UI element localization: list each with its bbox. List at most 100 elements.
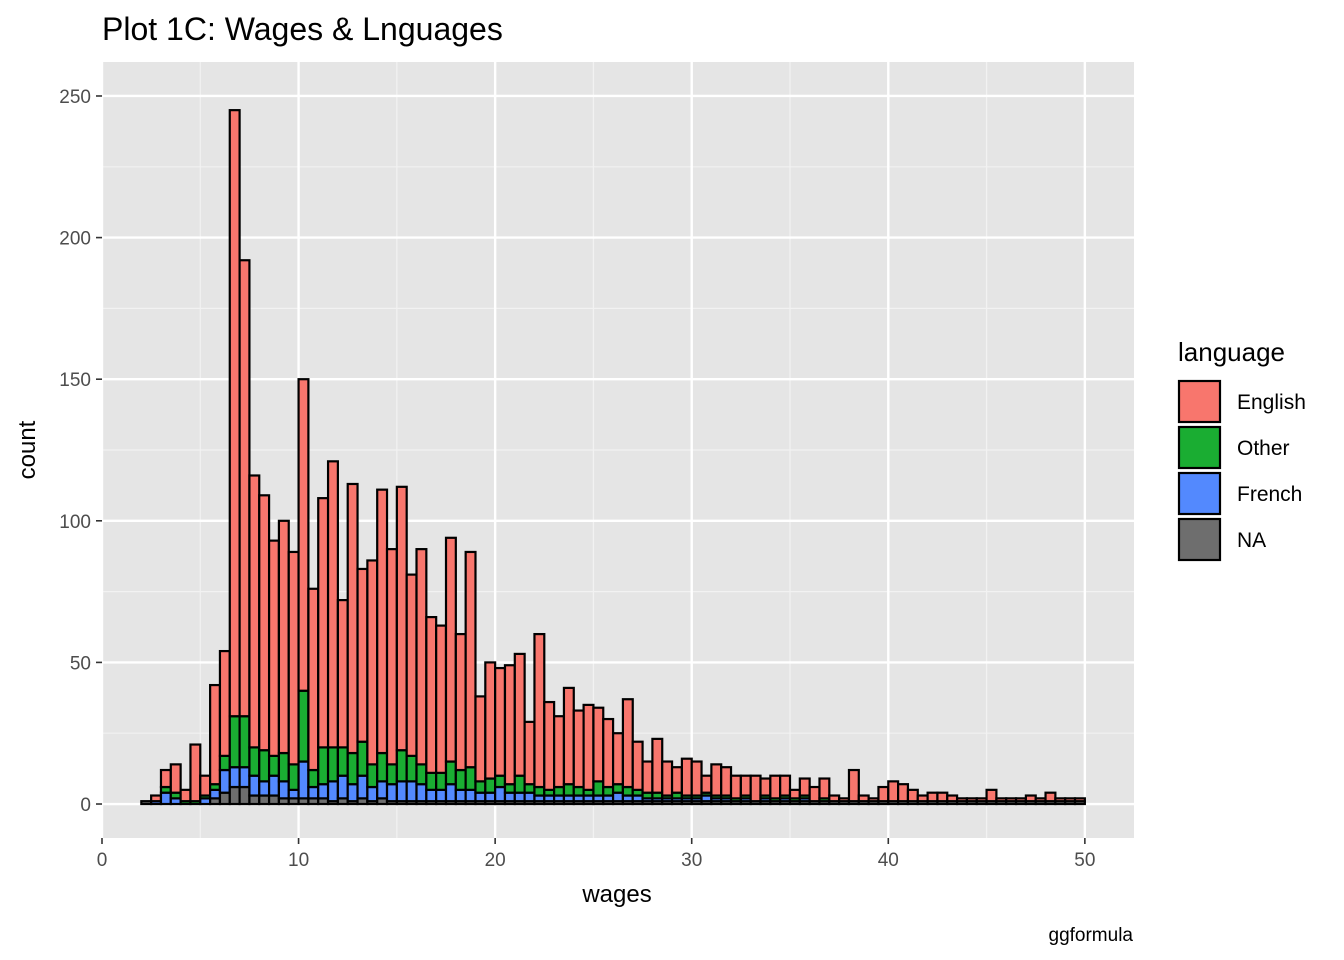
- bar-english: [779, 774, 792, 797]
- bar-french: [258, 780, 271, 797]
- bar-english: [415, 548, 428, 766]
- bar-english: [258, 494, 271, 752]
- bar-other: [405, 754, 418, 783]
- bar-other: [307, 768, 320, 789]
- bar-english: [887, 780, 900, 803]
- bar-english: [1005, 797, 1018, 803]
- bar-other: [326, 746, 339, 783]
- bar-french: [425, 788, 438, 803]
- bar-other: [592, 780, 605, 797]
- bar-english: [425, 615, 438, 774]
- bar-french: [484, 791, 497, 803]
- bar-english: [238, 259, 251, 718]
- bar-english: [838, 797, 851, 803]
- bar-english: [769, 774, 782, 800]
- bar-english: [267, 539, 281, 757]
- bar-english: [169, 763, 182, 794]
- bar-na: [248, 794, 261, 806]
- bar-english: [336, 599, 349, 749]
- bar-other: [258, 749, 271, 783]
- bar-english: [503, 664, 516, 786]
- bar-english: [670, 766, 683, 794]
- y-tick-label: 150: [59, 370, 91, 391]
- bar-french: [356, 774, 369, 800]
- bar-english: [906, 788, 919, 803]
- bar-other: [376, 751, 389, 783]
- bar-english: [346, 482, 359, 755]
- bar-other: [218, 754, 231, 772]
- bar-english: [936, 791, 949, 803]
- bar-english: [356, 567, 369, 743]
- bar-english: [641, 760, 654, 794]
- bar-english: [867, 797, 880, 803]
- bar-other: [248, 746, 261, 777]
- bar-other: [621, 785, 634, 797]
- bar-french: [503, 791, 516, 803]
- bar-other: [474, 780, 487, 794]
- bar-french: [494, 785, 507, 803]
- bar-other: [385, 763, 398, 786]
- bar-other: [356, 740, 369, 777]
- bar-other: [336, 746, 349, 777]
- y-axis: 0 50 100 150 200 250: [59, 87, 102, 816]
- bar-other: [346, 751, 359, 786]
- bar-french: [405, 780, 418, 803]
- bar-english: [602, 717, 615, 789]
- bar-french: [336, 774, 349, 800]
- bar-english: [651, 737, 664, 794]
- bar-french: [376, 780, 389, 800]
- bar-other: [444, 760, 457, 786]
- bar-english: [277, 519, 290, 755]
- bar-other: [454, 768, 467, 791]
- bar-english: [366, 559, 379, 766]
- y-tick-label: 200: [59, 229, 91, 250]
- bar-french: [464, 788, 477, 803]
- bar-other: [484, 777, 497, 794]
- bar-english: [857, 794, 870, 803]
- bar-french: [228, 766, 241, 789]
- bar-other: [395, 749, 408, 783]
- x-axis: 0 10 20 30 40 50: [97, 838, 1095, 871]
- bar-english: [1024, 794, 1037, 803]
- bar-other: [435, 771, 448, 791]
- chart-title: Plot 1C: Wages & Lnguages: [102, 11, 503, 47]
- bar-english: [916, 794, 929, 803]
- bar-french: [267, 774, 281, 797]
- bar-english: [749, 774, 762, 803]
- bar-english: [543, 700, 556, 791]
- bar-other: [523, 783, 536, 794]
- bar-english: [985, 788, 998, 803]
- bar-french: [346, 783, 359, 803]
- bar-english: [1054, 797, 1067, 803]
- legend-label-na: NA: [1237, 529, 1266, 552]
- bar-english: [700, 774, 713, 794]
- bar-other: [317, 746, 330, 786]
- bar-other: [553, 785, 566, 797]
- bar-english: [611, 732, 625, 786]
- bar-english: [788, 788, 801, 800]
- bar-french: [159, 791, 172, 806]
- bar-english: [808, 785, 821, 803]
- bar-english: [523, 720, 536, 786]
- bar-english: [464, 550, 477, 769]
- bar-other: [513, 774, 526, 794]
- y-tick-label: 250: [59, 87, 91, 108]
- bar-english: [287, 550, 300, 766]
- bar-english: [150, 794, 163, 803]
- bar-other: [503, 783, 516, 794]
- bar-french: [287, 788, 300, 800]
- legend-label-other: Other: [1237, 437, 1290, 460]
- legend-label-english: English: [1237, 391, 1306, 414]
- bar-english: [553, 715, 566, 789]
- bar-english: [484, 661, 497, 780]
- bar-other: [277, 751, 290, 783]
- bar-english: [759, 777, 772, 797]
- bar-english: [297, 378, 310, 692]
- bar-other: [238, 715, 251, 769]
- bar-french: [523, 791, 536, 803]
- bar-english: [975, 797, 988, 803]
- bar-english: [435, 624, 448, 774]
- bar-na: [140, 800, 153, 806]
- bar-english: [680, 757, 693, 797]
- bar-english: [385, 548, 398, 766]
